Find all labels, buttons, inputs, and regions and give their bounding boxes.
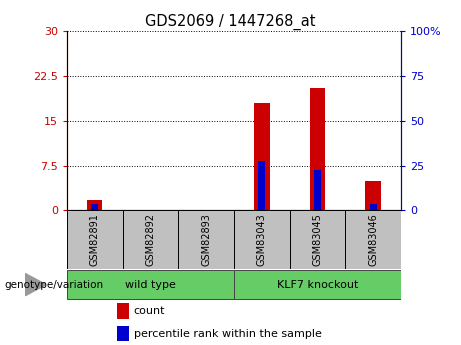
Bar [259, 161, 265, 210]
Text: percentile rank within the sample: percentile rank within the sample [134, 329, 322, 339]
Polygon shape [25, 274, 46, 296]
Bar [147, 209, 154, 210]
Bar [314, 170, 321, 210]
FancyBboxPatch shape [178, 210, 234, 269]
Text: GSM82893: GSM82893 [201, 213, 211, 266]
Text: GSM83045: GSM83045 [313, 213, 323, 266]
Text: GDS2069 / 1447268_at: GDS2069 / 1447268_at [145, 14, 316, 30]
Text: KLF7 knockout: KLF7 knockout [277, 280, 358, 289]
FancyBboxPatch shape [345, 210, 401, 269]
Bar [117, 326, 129, 342]
FancyBboxPatch shape [234, 270, 401, 299]
Text: GSM83046: GSM83046 [368, 214, 378, 266]
Bar [370, 204, 377, 210]
Bar [254, 103, 270, 210]
Text: GSM82892: GSM82892 [145, 213, 155, 266]
Bar [366, 180, 381, 210]
Text: GSM83043: GSM83043 [257, 214, 267, 266]
FancyBboxPatch shape [234, 210, 290, 269]
FancyBboxPatch shape [123, 210, 178, 269]
Text: GSM82891: GSM82891 [90, 213, 100, 266]
FancyBboxPatch shape [67, 270, 234, 299]
Bar [310, 88, 325, 210]
Bar [91, 204, 98, 210]
Bar [87, 200, 102, 210]
Bar [203, 209, 209, 210]
Bar [117, 303, 129, 319]
Text: genotype/variation: genotype/variation [5, 280, 104, 289]
FancyBboxPatch shape [67, 210, 123, 269]
Text: wild type: wild type [125, 280, 176, 289]
FancyBboxPatch shape [290, 210, 345, 269]
Text: count: count [134, 306, 165, 316]
